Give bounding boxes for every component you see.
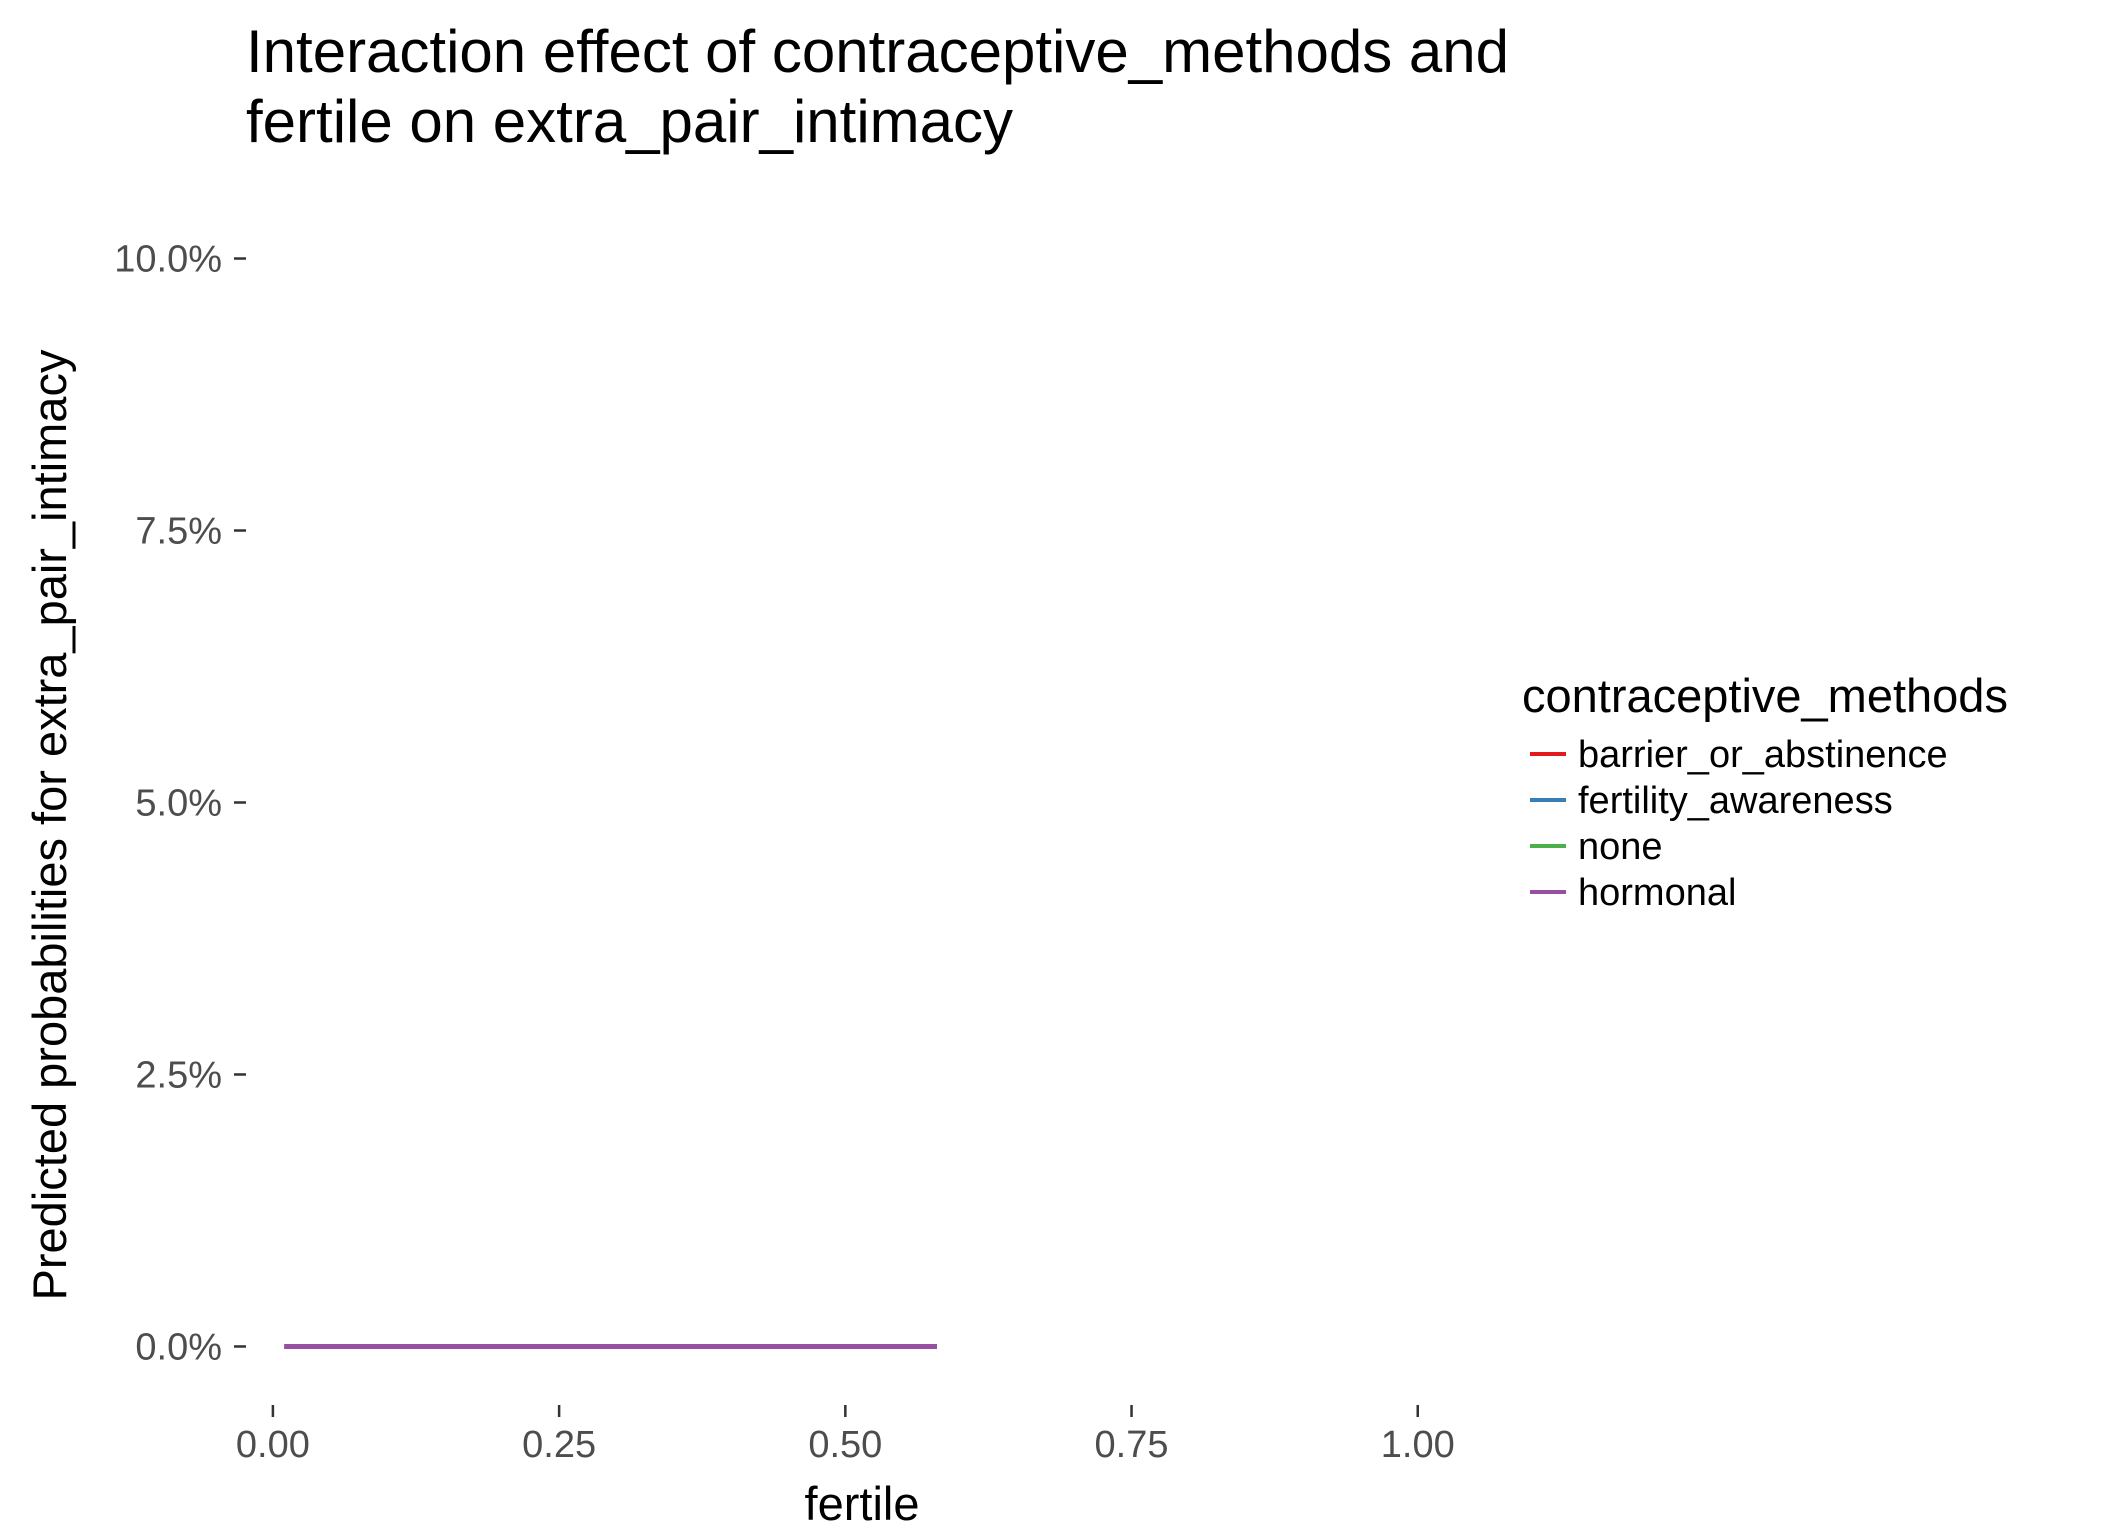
y-tick-label-4: 10.0% <box>114 239 222 281</box>
legend-label-barrier_or_abstinence: barrier_or_abstinence <box>1578 734 1948 776</box>
legend-label-fertility_awareness: fertility_awareness <box>1578 780 1893 822</box>
chart-title-line-1: Interaction effect of contraceptive_meth… <box>246 18 1509 85</box>
legend-label-hormonal: hormonal <box>1578 872 1736 914</box>
y-tick-label-3: 7.5% <box>135 511 222 553</box>
x-tick-label-0: 0.00 <box>236 1424 310 1466</box>
y-axis: 0.0% 2.5% 5.0% 7.5% 10.0% <box>114 239 246 1368</box>
x-tick-label-2: 0.50 <box>808 1424 882 1466</box>
y-tick-label-2: 5.0% <box>135 783 222 825</box>
x-axis-title: fertile <box>805 1477 920 1530</box>
x-tick-label-4: 1.00 <box>1381 1424 1455 1466</box>
y-axis-title: Predicted probabilities for extra_pair_i… <box>23 349 76 1300</box>
x-tick-label-1: 0.25 <box>522 1424 596 1466</box>
y-tick-label-0: 0.0% <box>135 1326 222 1368</box>
legend-items: barrier_or_abstinencefertility_awareness… <box>1530 734 1948 914</box>
x-axis: 0.00 0.25 0.50 0.75 1.00 <box>236 1405 1455 1466</box>
legend-title: contraceptive_methods <box>1522 669 2008 722</box>
x-tick-label-3: 0.75 <box>1095 1424 1169 1466</box>
y-tick-label-1: 2.5% <box>135 1054 222 1096</box>
legend: contraceptive_methods barrier_or_abstine… <box>1522 669 2008 914</box>
chart-title-line-2: fertile on extra_pair_intimacy <box>246 88 1013 155</box>
legend-label-none: none <box>1578 826 1663 868</box>
